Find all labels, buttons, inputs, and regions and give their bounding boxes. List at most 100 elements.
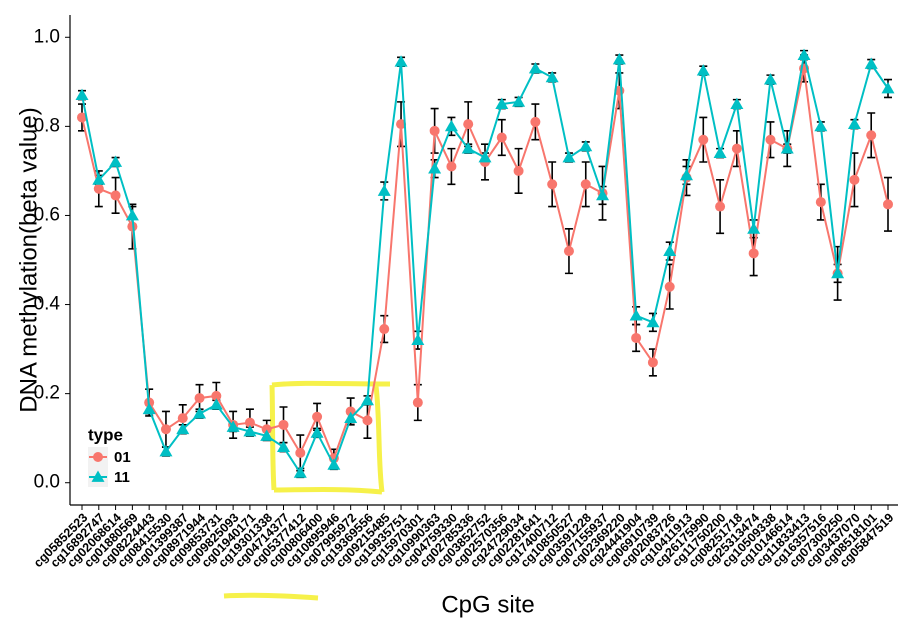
point — [278, 419, 289, 430]
point — [312, 411, 323, 422]
point — [444, 119, 458, 132]
point — [75, 88, 89, 101]
point — [261, 424, 272, 435]
point — [495, 97, 509, 109]
point — [883, 199, 893, 210]
point — [194, 393, 205, 404]
point — [881, 82, 895, 94]
point — [109, 155, 123, 167]
y-tick-label: 0.0 — [34, 472, 60, 493]
point — [295, 447, 306, 458]
point — [429, 125, 440, 136]
point — [193, 407, 207, 419]
y-tick-label: 0.8 — [34, 115, 60, 136]
point — [579, 139, 593, 152]
y-tick-label: 0.6 — [34, 204, 60, 225]
y-tick-label: 0.4 — [34, 294, 61, 315]
point — [748, 248, 759, 259]
point — [847, 117, 861, 130]
point — [631, 332, 642, 343]
point — [629, 309, 643, 321]
point — [412, 397, 423, 408]
point — [664, 281, 675, 292]
legend: type 01 11 — [88, 425, 131, 487]
point — [142, 402, 156, 415]
point — [780, 142, 794, 154]
point — [277, 440, 290, 452]
point — [563, 246, 574, 257]
point — [260, 429, 274, 441]
point — [815, 197, 826, 208]
point — [797, 48, 811, 60]
point — [646, 315, 660, 328]
point — [663, 244, 677, 256]
point — [512, 95, 526, 107]
x-axis-label: CpG site — [441, 591, 534, 618]
point — [612, 53, 626, 65]
point — [160, 424, 171, 435]
point — [461, 142, 475, 154]
point — [428, 162, 442, 174]
legend-label: 11 — [114, 469, 130, 486]
point — [547, 179, 558, 190]
point — [159, 445, 173, 457]
point — [463, 119, 474, 130]
legend-label: 01 — [114, 449, 131, 466]
point — [110, 190, 121, 201]
point — [849, 174, 860, 185]
point — [411, 333, 425, 346]
point — [866, 130, 877, 141]
point — [394, 55, 408, 67]
point — [377, 184, 391, 196]
point — [77, 112, 87, 123]
point — [731, 143, 742, 154]
point — [730, 97, 744, 109]
legend-title: type — [88, 425, 123, 444]
point — [530, 116, 541, 127]
point — [596, 188, 610, 201]
point — [864, 57, 878, 69]
point — [360, 393, 374, 406]
point — [715, 201, 726, 212]
point — [696, 64, 710, 76]
point — [680, 168, 693, 181]
point — [528, 61, 542, 74]
point — [93, 183, 104, 194]
point — [747, 222, 761, 234]
point — [243, 425, 257, 437]
point — [125, 208, 139, 221]
point — [293, 466, 307, 478]
point — [763, 73, 777, 85]
point — [513, 165, 524, 176]
highlight-annotation — [223, 380, 391, 601]
point — [176, 422, 190, 435]
point — [379, 324, 390, 335]
point — [647, 357, 658, 368]
point — [310, 426, 324, 438]
point — [92, 173, 106, 185]
legend-marker — [93, 452, 103, 462]
point — [831, 266, 845, 279]
point — [496, 132, 507, 143]
point — [562, 151, 576, 163]
point — [396, 119, 407, 130]
point — [362, 415, 373, 426]
point — [327, 458, 341, 470]
point — [478, 151, 492, 163]
point — [446, 161, 457, 172]
point — [545, 70, 559, 83]
point — [226, 420, 240, 432]
point — [814, 119, 828, 132]
legend-marker — [91, 470, 105, 482]
point — [713, 146, 727, 158]
point — [580, 179, 591, 190]
point — [345, 406, 356, 417]
point — [344, 411, 358, 424]
point — [209, 398, 223, 410]
point — [698, 134, 709, 145]
y-tick-label: 0.2 — [34, 383, 60, 404]
point — [211, 390, 222, 401]
point — [177, 413, 188, 424]
